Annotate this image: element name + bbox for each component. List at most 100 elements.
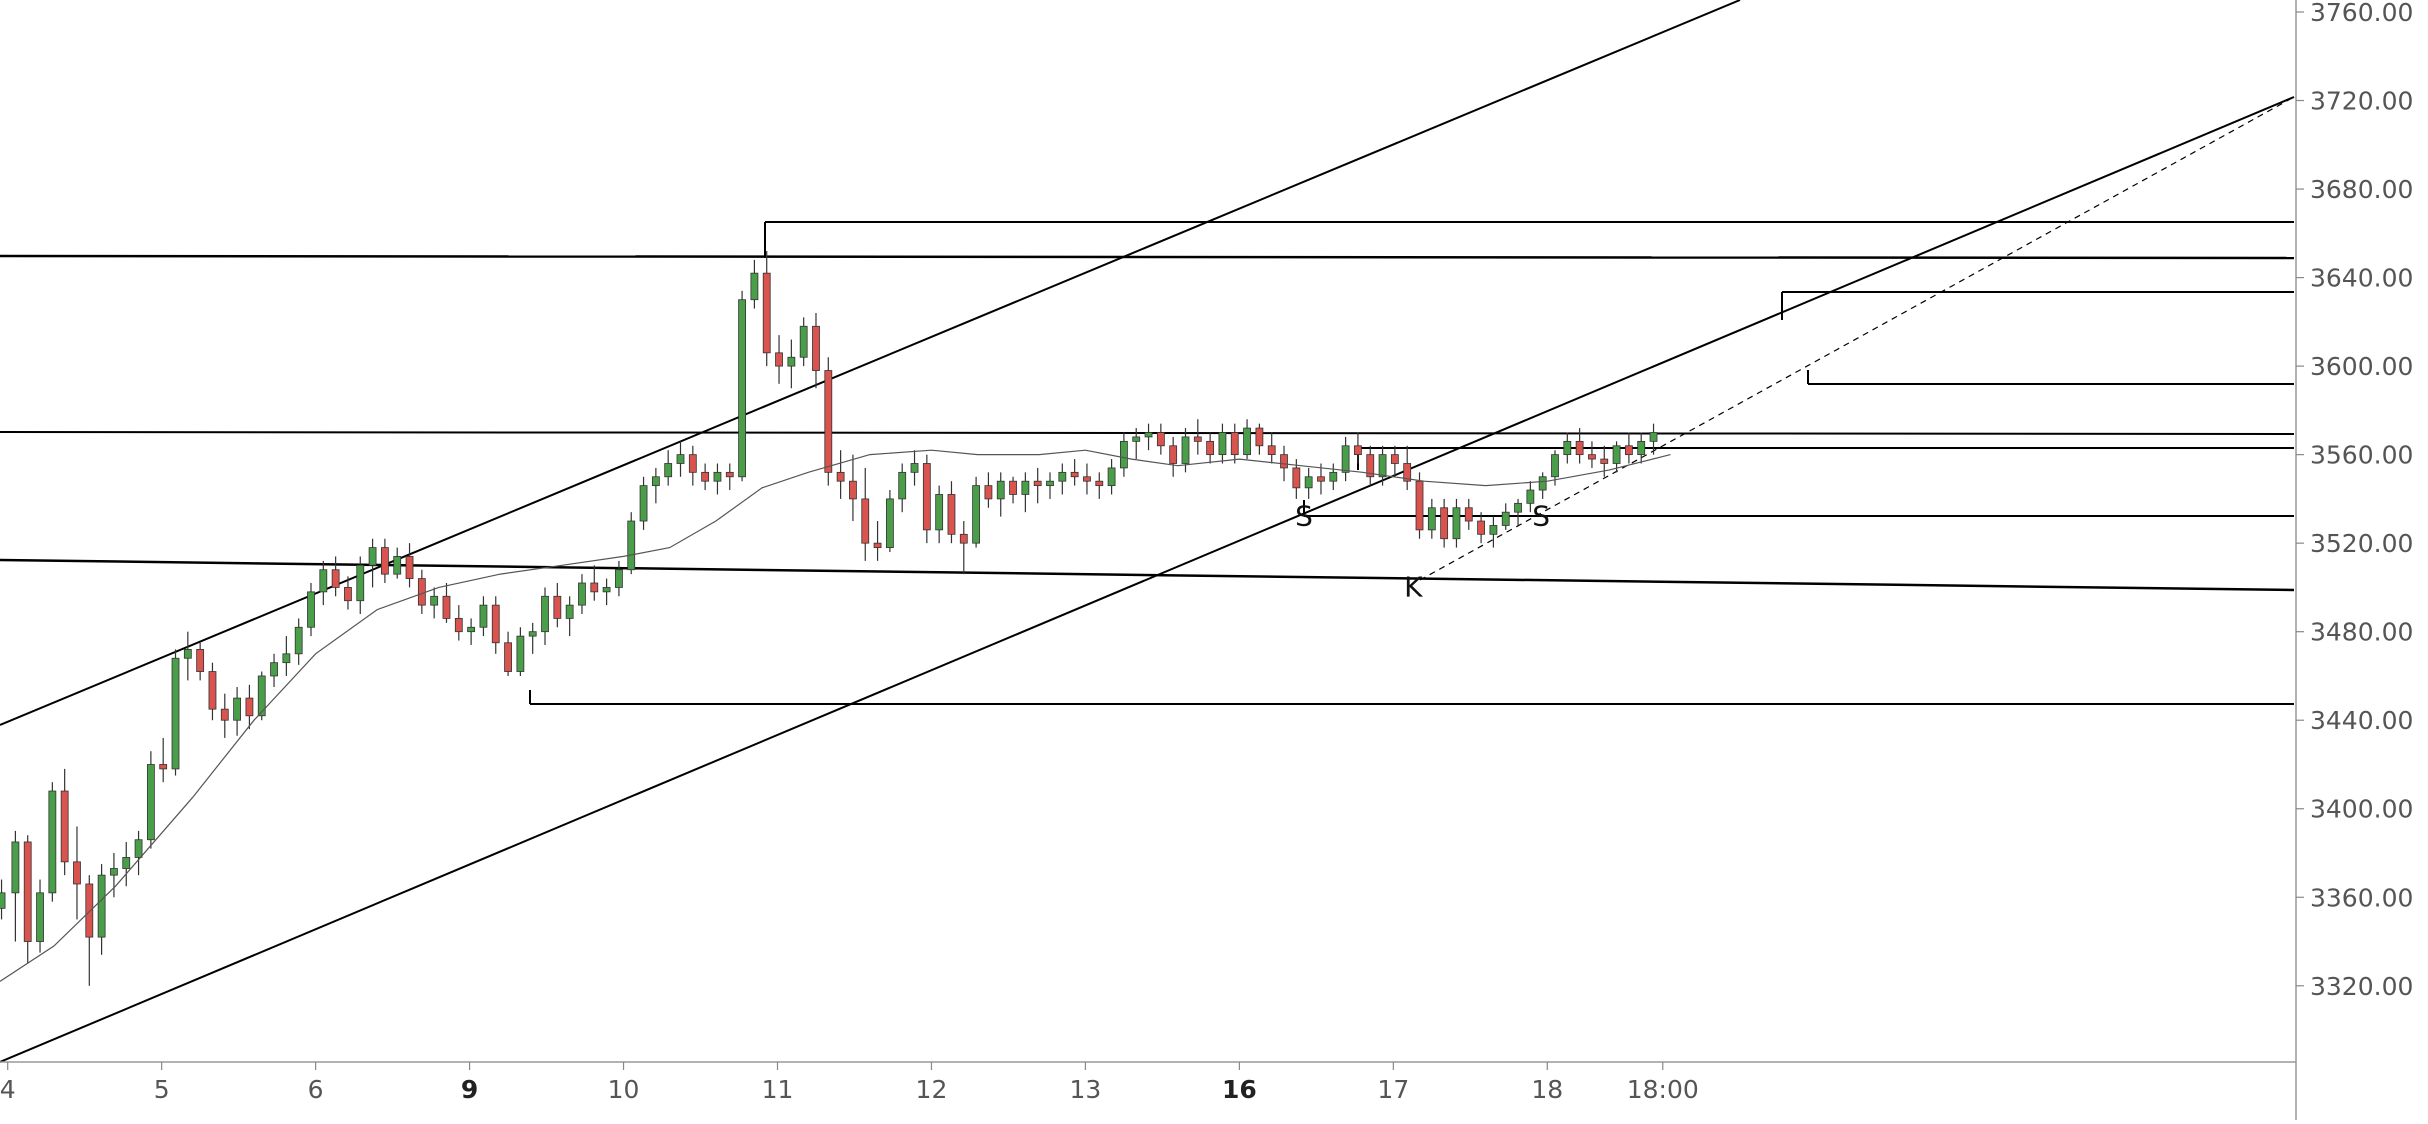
x-tick-label: 12: [916, 1075, 948, 1104]
candle-body: [491, 604, 500, 644]
candle-body: [1304, 476, 1313, 489]
x-tick-label: 13: [1070, 1075, 1102, 1104]
candle-body: [122, 857, 131, 869]
candle-body: [208, 671, 217, 710]
candle-body: [615, 569, 623, 588]
candle-body: [947, 494, 956, 535]
candle-body: [1403, 463, 1412, 482]
candle-body: [380, 547, 389, 575]
candle-body: [393, 556, 402, 575]
candle-body: [1009, 480, 1017, 495]
candle-body: [541, 595, 549, 633]
candle-body: [85, 883, 94, 938]
candle-body: [1624, 445, 1633, 456]
candle-body: [467, 626, 476, 633]
horizontal-level-line: [0, 254, 2295, 260]
candle-body: [1120, 440, 1128, 469]
y-tick-label: 3680.00: [2310, 175, 2413, 204]
candle-body: [159, 764, 168, 770]
x-tick-label: 4: [0, 1075, 16, 1104]
candle-body: [1489, 525, 1498, 535]
y-tick-label: 3360.00: [2310, 883, 2413, 912]
candle-body: [578, 582, 586, 606]
y-tick-label: 3520.00: [2310, 529, 2413, 558]
candle-body: [1329, 471, 1338, 482]
candle-body: [1230, 432, 1239, 456]
candle-body: [270, 662, 278, 677]
candle-body: [1390, 454, 1399, 464]
candle-body: [294, 626, 303, 655]
candle-body: [725, 471, 734, 478]
candle-body: [430, 595, 439, 606]
candle-body: [331, 569, 340, 588]
candle-body: [183, 648, 192, 659]
candle-body: [442, 595, 451, 619]
candle-body: [146, 764, 155, 841]
candle-body: [713, 471, 722, 482]
x-tick-label: 10: [608, 1075, 640, 1104]
candle-body: [1280, 454, 1288, 469]
candle-body: [1070, 471, 1079, 478]
trend-lines: [0, 0, 2295, 1063]
y-tick-label: 3640.00: [2310, 264, 2413, 293]
moving-average: [0, 449, 1671, 982]
candle-body: [344, 587, 352, 602]
candle-body: [553, 595, 562, 619]
y-tick-label: 3400.00: [2310, 795, 2413, 824]
y-axis: 3320.00 3360.00 3400.00 3440.00 3480.00 3520.…: [2295, 0, 2413, 1120]
candle-body: [898, 471, 907, 500]
candle-body: [1551, 454, 1559, 478]
y-tick-label: 3480.00: [2310, 618, 2413, 647]
x-tick-label: 16: [1222, 1075, 1257, 1104]
y-tick-label: 3600.00: [2310, 352, 2413, 381]
candle-body: [368, 547, 377, 566]
candle-body: [590, 582, 599, 593]
candle-body: [1378, 454, 1387, 478]
candle-body: [1267, 445, 1276, 456]
y-tick-label: 3440.00: [2310, 706, 2413, 735]
candle-body: [836, 471, 845, 482]
candle-body: [972, 485, 981, 544]
candle-body: [48, 790, 57, 894]
candle-body: [959, 533, 968, 544]
candle-body: [1440, 507, 1449, 540]
candle-body: [1243, 427, 1251, 456]
candle-body: [110, 868, 118, 876]
candle-body: [799, 325, 808, 358]
pattern-label: S: [1532, 499, 1550, 532]
candle-body: [1181, 436, 1190, 464]
candle-body: [0, 892, 6, 909]
candle-body: [1156, 432, 1165, 447]
candle-body: [1206, 440, 1215, 456]
candle-body: [1132, 436, 1141, 442]
x-tick-label: 5: [154, 1075, 170, 1104]
candle-body: [639, 485, 648, 522]
candle-body: [1193, 436, 1202, 442]
candle-body: [910, 463, 919, 473]
candle-body: [627, 520, 636, 571]
candle-body: [220, 708, 229, 721]
candle-body: [11, 841, 20, 894]
pattern-label: K: [1404, 570, 1423, 603]
candle-body: [1021, 480, 1030, 495]
candle-body: [885, 498, 894, 548]
candle-body: [861, 498, 870, 544]
dashed-trend-line: [1419, 96, 2295, 581]
candle-body: [257, 675, 266, 717]
candle-body: [1169, 445, 1178, 464]
candle-body: [454, 618, 463, 633]
candle-body: [1464, 507, 1473, 522]
candle-body: [504, 642, 512, 672]
moving-average-line: [0, 449, 1671, 982]
annotations: S K S: [1295, 499, 1550, 603]
candle-body: [1144, 432, 1153, 438]
y-tick-label: 3560.00: [2310, 441, 2413, 470]
candle-body: [196, 648, 205, 672]
candle-body: [245, 697, 254, 717]
candle-body: [1612, 445, 1621, 464]
x-tick-label: 18:00: [1627, 1075, 1699, 1104]
candle-body: [984, 485, 993, 500]
pattern-label: S: [1295, 499, 1313, 532]
candle-body: [1427, 507, 1436, 531]
